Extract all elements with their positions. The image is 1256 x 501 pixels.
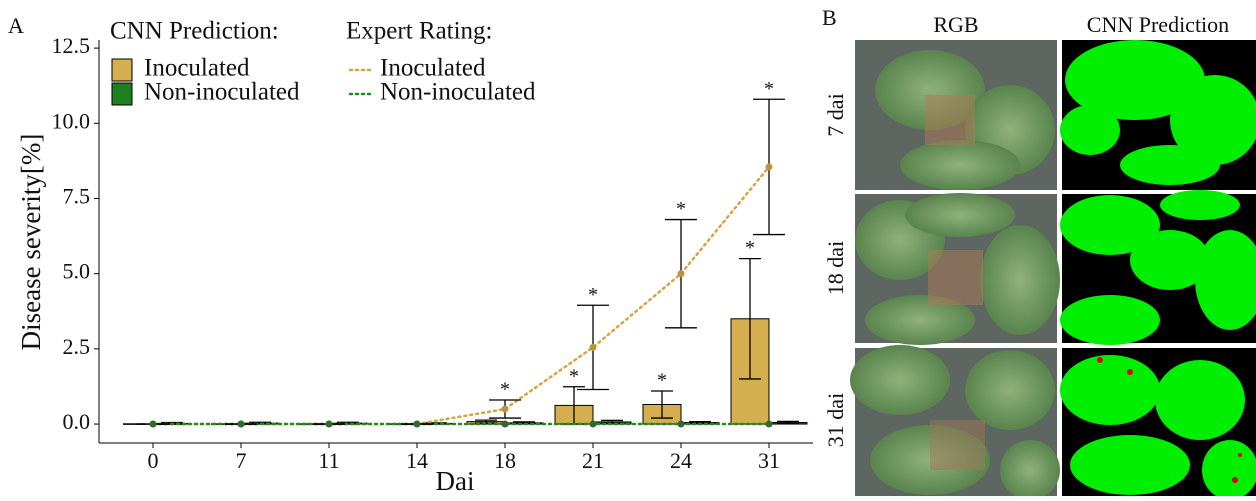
- point: [677, 270, 685, 278]
- error-bar: [777, 420, 799, 425]
- x-tick-label: 21: [582, 448, 604, 473]
- y-axis-label: Disease severity[%]: [16, 134, 46, 351]
- x-tick-label: 11: [318, 448, 339, 473]
- x-axis-label: Dai: [436, 466, 475, 496]
- point: [237, 420, 245, 428]
- error-bar: [739, 257, 761, 380]
- point: [677, 420, 685, 428]
- point: [765, 420, 773, 428]
- row-label: 18 dai: [823, 241, 848, 295]
- significance-label: *: [657, 370, 667, 392]
- point: [501, 420, 509, 428]
- y-tick-label: 5.0: [63, 259, 91, 284]
- point: [149, 420, 157, 428]
- rgb-image: [855, 193, 1060, 345]
- column-header: RGB: [933, 12, 978, 37]
- x-tick-label: 14: [406, 448, 428, 473]
- significance-label: *: [764, 78, 774, 100]
- significance-label: *: [588, 284, 598, 306]
- significance-label: *: [676, 198, 686, 220]
- legend-swatch: [111, 58, 133, 82]
- x-tick-label: 7: [236, 448, 247, 473]
- image-grid: [850, 40, 1256, 500]
- legend-label: Inoculated: [380, 55, 486, 82]
- point: [589, 343, 597, 351]
- legend-title: CNN Prediction:: [110, 18, 279, 45]
- x-tick-label: 0: [148, 448, 159, 473]
- prediction-image: [1060, 190, 1256, 345]
- rgb-image: [850, 345, 1060, 500]
- y-tick-label: 7.5: [63, 184, 91, 209]
- significance-label: *: [745, 237, 755, 259]
- point: [589, 420, 597, 428]
- y-tick-label: 12.5: [52, 33, 91, 58]
- column-header: CNN Prediction: [1087, 12, 1229, 37]
- legend-swatch: [111, 82, 133, 106]
- significance-label: *: [500, 379, 510, 401]
- y-tick-label: 2.5: [63, 334, 91, 359]
- x-tick-label: 24: [670, 448, 692, 473]
- prediction-image: [1060, 348, 1256, 500]
- legend-title: Expert Rating:: [346, 18, 493, 45]
- point: [765, 163, 773, 171]
- rgb-image: [855, 40, 1057, 190]
- prediction-image: [1060, 40, 1256, 190]
- panel-label: A: [8, 13, 24, 38]
- error-bar: [651, 390, 673, 419]
- x-tick-label: 31: [758, 448, 780, 473]
- legend-label: Non-inoculated: [144, 79, 300, 106]
- y-tick-label: 10.0: [52, 108, 91, 133]
- legend-label: Non-inoculated: [380, 79, 536, 106]
- x-tick-label: 18: [494, 448, 516, 473]
- point: [325, 420, 333, 428]
- point: [413, 420, 421, 428]
- y-tick-label: 0.0: [63, 409, 91, 434]
- point: [501, 405, 509, 413]
- legend-label: Inoculated: [144, 55, 250, 82]
- panel-label: B: [822, 5, 837, 30]
- significance-label: *: [569, 365, 579, 387]
- row-label: 31 dai: [823, 393, 848, 447]
- row-label: 7 dai: [823, 93, 848, 136]
